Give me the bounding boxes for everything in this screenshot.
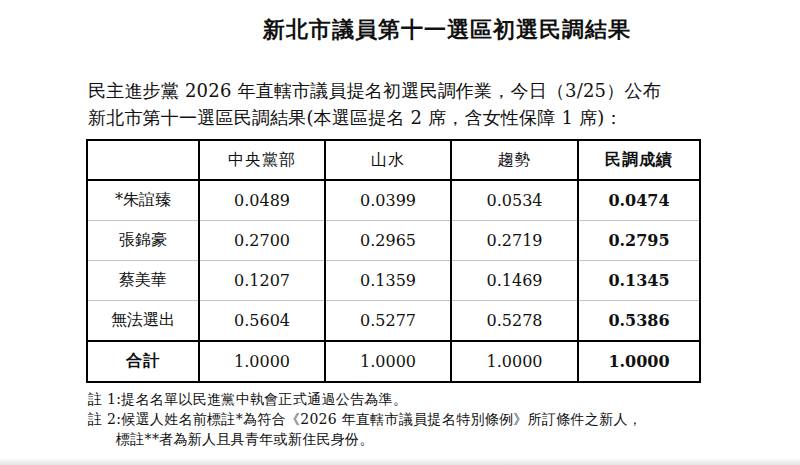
cell-value: 0.0489 (199, 180, 325, 221)
poll-results-table: 中央黨部 山水 趨勢 民調成績 *朱誼臻 0.0489 0.0399 0.053… (86, 139, 701, 383)
cell-score: 0.0474 (578, 180, 700, 221)
cell-value: 1.0000 (325, 341, 451, 382)
column-header-blank (87, 140, 199, 180)
cell-score: 1.0000 (578, 341, 700, 382)
table-row-candidate-1: *朱誼臻 0.0489 0.0399 0.0534 0.0474 (87, 180, 700, 221)
footnote-1: 註 1:提名名單以民進黨中執會正式通過公告為準。 (88, 389, 642, 409)
page-title: 新北市議員第十一選區初選民調結果 (0, 15, 800, 45)
row-label: 無法選出 (87, 301, 199, 342)
table-row-undecided: 無法選出 0.5604 0.5277 0.5278 0.5386 (87, 301, 700, 342)
footnote-2-line-2: 標註**者為新人且具青年或新住民身份。 (88, 429, 642, 449)
row-label: 蔡美華 (87, 261, 199, 301)
column-header-central-party: 中央黨部 (199, 140, 325, 180)
cell-score: 0.2795 (578, 221, 700, 261)
cell-value: 0.5277 (325, 301, 451, 342)
cell-value: 0.1359 (325, 261, 451, 301)
footnotes: 註 1:提名名單以民進黨中執會正式通過公告為準。 註 2:候選人姓名前標註*為符… (88, 389, 642, 449)
cell-value: 1.0000 (451, 341, 578, 382)
footnote-2-line-1: 註 2:候選人姓名前標註*為符合《2026 年直轄市議員提名特別條例》所訂條件之… (88, 409, 642, 429)
intro-paragraph: 民主進步黨 2026 年直轄市議員提名初選民調作業，今日（3/25）公布 新北市… (88, 77, 661, 131)
cell-value: 0.5278 (451, 301, 578, 342)
cell-value: 0.5604 (199, 301, 325, 342)
table-row-candidate-2: 張錦豪 0.2700 0.2965 0.2719 0.2795 (87, 221, 700, 261)
table-row-candidate-3: 蔡美華 0.1207 0.1359 0.1469 0.1345 (87, 261, 700, 301)
cell-value: 0.1207 (199, 261, 325, 301)
table-row-total: 合計 1.0000 1.0000 1.0000 1.0000 (87, 341, 700, 382)
cell-value: 1.0000 (199, 341, 325, 382)
intro-line-1: 民主進步黨 2026 年直轄市議員提名初選民調作業，今日（3/25）公布 (88, 77, 661, 104)
bottom-edge-shadow (0, 458, 800, 465)
column-header-poll-score: 民調成績 (578, 140, 700, 180)
cell-value: 0.2965 (325, 221, 451, 261)
cell-value: 0.0399 (325, 180, 451, 221)
cell-score: 0.5386 (578, 301, 700, 342)
column-header-shanshui: 山水 (325, 140, 451, 180)
cell-value: 0.2700 (199, 221, 325, 261)
cell-score: 0.1345 (578, 261, 700, 301)
column-header-trend: 趨勢 (451, 140, 578, 180)
cell-value: 0.2719 (451, 221, 578, 261)
row-label-total: 合計 (87, 341, 199, 382)
cell-value: 0.0534 (451, 180, 578, 221)
cell-value: 0.1469 (451, 261, 578, 301)
row-label: 張錦豪 (87, 221, 199, 261)
intro-line-2: 新北市第十一選區民調結果(本選區提名 2 席，含女性保障 1 席)： (88, 104, 661, 131)
table-header-row: 中央黨部 山水 趨勢 民調成績 (87, 140, 700, 180)
row-label: *朱誼臻 (87, 180, 199, 221)
